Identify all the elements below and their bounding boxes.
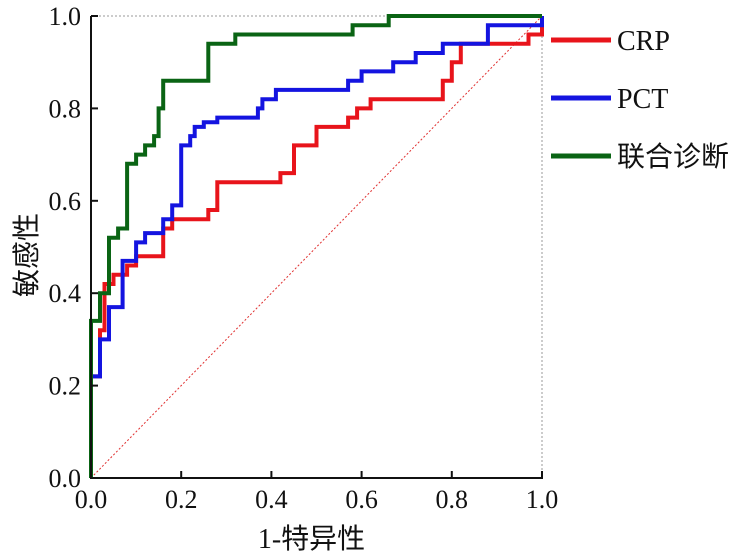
x-tick-label: 0.4 xyxy=(255,485,288,514)
legend-label-1: PCT xyxy=(617,84,668,115)
series-line-1 xyxy=(89,16,544,478)
y-tick-label: 0.0 xyxy=(49,464,82,493)
series-layer xyxy=(89,14,544,478)
y-tick-label: 0.6 xyxy=(49,187,82,216)
x-tick-label: 0.2 xyxy=(165,485,198,514)
y-tick-label: 1.0 xyxy=(49,2,82,31)
x-tick-label: 0.0 xyxy=(75,485,108,514)
tick-labels: 0.0 0.2 0.4 0.6 0.8 1.0 0.0 0.2 0.4 0.6 0.8 1.0 xyxy=(49,2,559,514)
x-tick-label: 0.6 xyxy=(345,485,378,514)
plot-area xyxy=(91,15,543,478)
legend: CRP PCT 联合诊断 xyxy=(551,26,729,173)
y-axis-title: 敏感性 xyxy=(11,213,43,297)
x-tick-label: 0.8 xyxy=(436,485,469,514)
y-tick-label: 0.8 xyxy=(49,94,82,123)
axes-layer xyxy=(90,15,543,479)
reference-diagonal xyxy=(90,15,543,479)
x-axis-title: 1-特异性 xyxy=(258,523,365,555)
x-tick-label: 1.0 xyxy=(526,485,559,514)
legend-label-0: CRP xyxy=(617,26,670,57)
legend-label-2: 联合诊断 xyxy=(617,141,729,173)
y-tick-label: 0.2 xyxy=(49,372,82,401)
y-tick-label: 0.4 xyxy=(49,279,82,308)
series-line-0 xyxy=(89,16,544,478)
series-line-2 xyxy=(89,14,542,478)
reference-line-layer xyxy=(90,15,543,479)
